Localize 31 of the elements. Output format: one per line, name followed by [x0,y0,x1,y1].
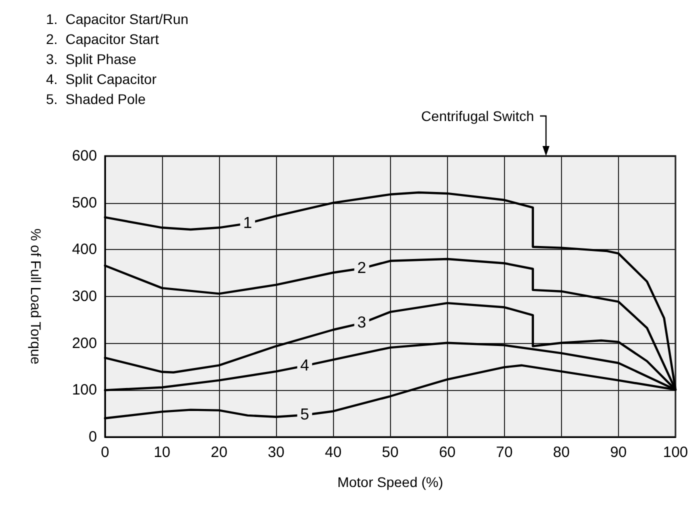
y-axis-title: % of Full Load Torque [28,228,44,365]
y-tick-label: 500 [72,194,97,212]
y-tick-label: 200 [72,334,97,352]
text: 2. Capacitor Start [46,31,159,47]
series-label: 4 [300,357,310,374]
text: Centrifugal Switch [421,108,534,124]
series-label: 5 [300,406,310,424]
series-label: 3 [357,314,366,332]
x-tick-label: 70 [496,444,513,461]
text: 4. Split Capacitor [46,71,157,87]
series-label: 1 [243,214,252,232]
x-tick-label: 60 [438,444,456,461]
y-tick-label: 0 [88,428,97,446]
x-tick-label: 30 [268,444,284,461]
x-tick-label: 50 [382,444,399,461]
x-tick-label: 10 [154,444,170,461]
text: 3. Split Phase [46,51,136,67]
x-tick-label: 20 [210,444,228,461]
x-tick-label: 100 [662,444,688,461]
series-label: 2 [357,260,366,277]
x-tick-label: 90 [610,444,627,461]
y-tick-label: 300 [72,288,97,305]
text: 1. Capacitor Start/Run [46,11,188,27]
y-tick-label: 400 [72,241,97,258]
x-axis-title: Motor Speed (%) [337,474,444,490]
text: 5. Shaded Pole [46,91,146,107]
x-tick-label: 40 [324,444,342,461]
x-tick-label: 0 [100,444,110,461]
y-tick-label: 600 [72,148,97,164]
y-tick-label: 100 [72,382,97,399]
x-tick-label: 80 [553,444,570,461]
